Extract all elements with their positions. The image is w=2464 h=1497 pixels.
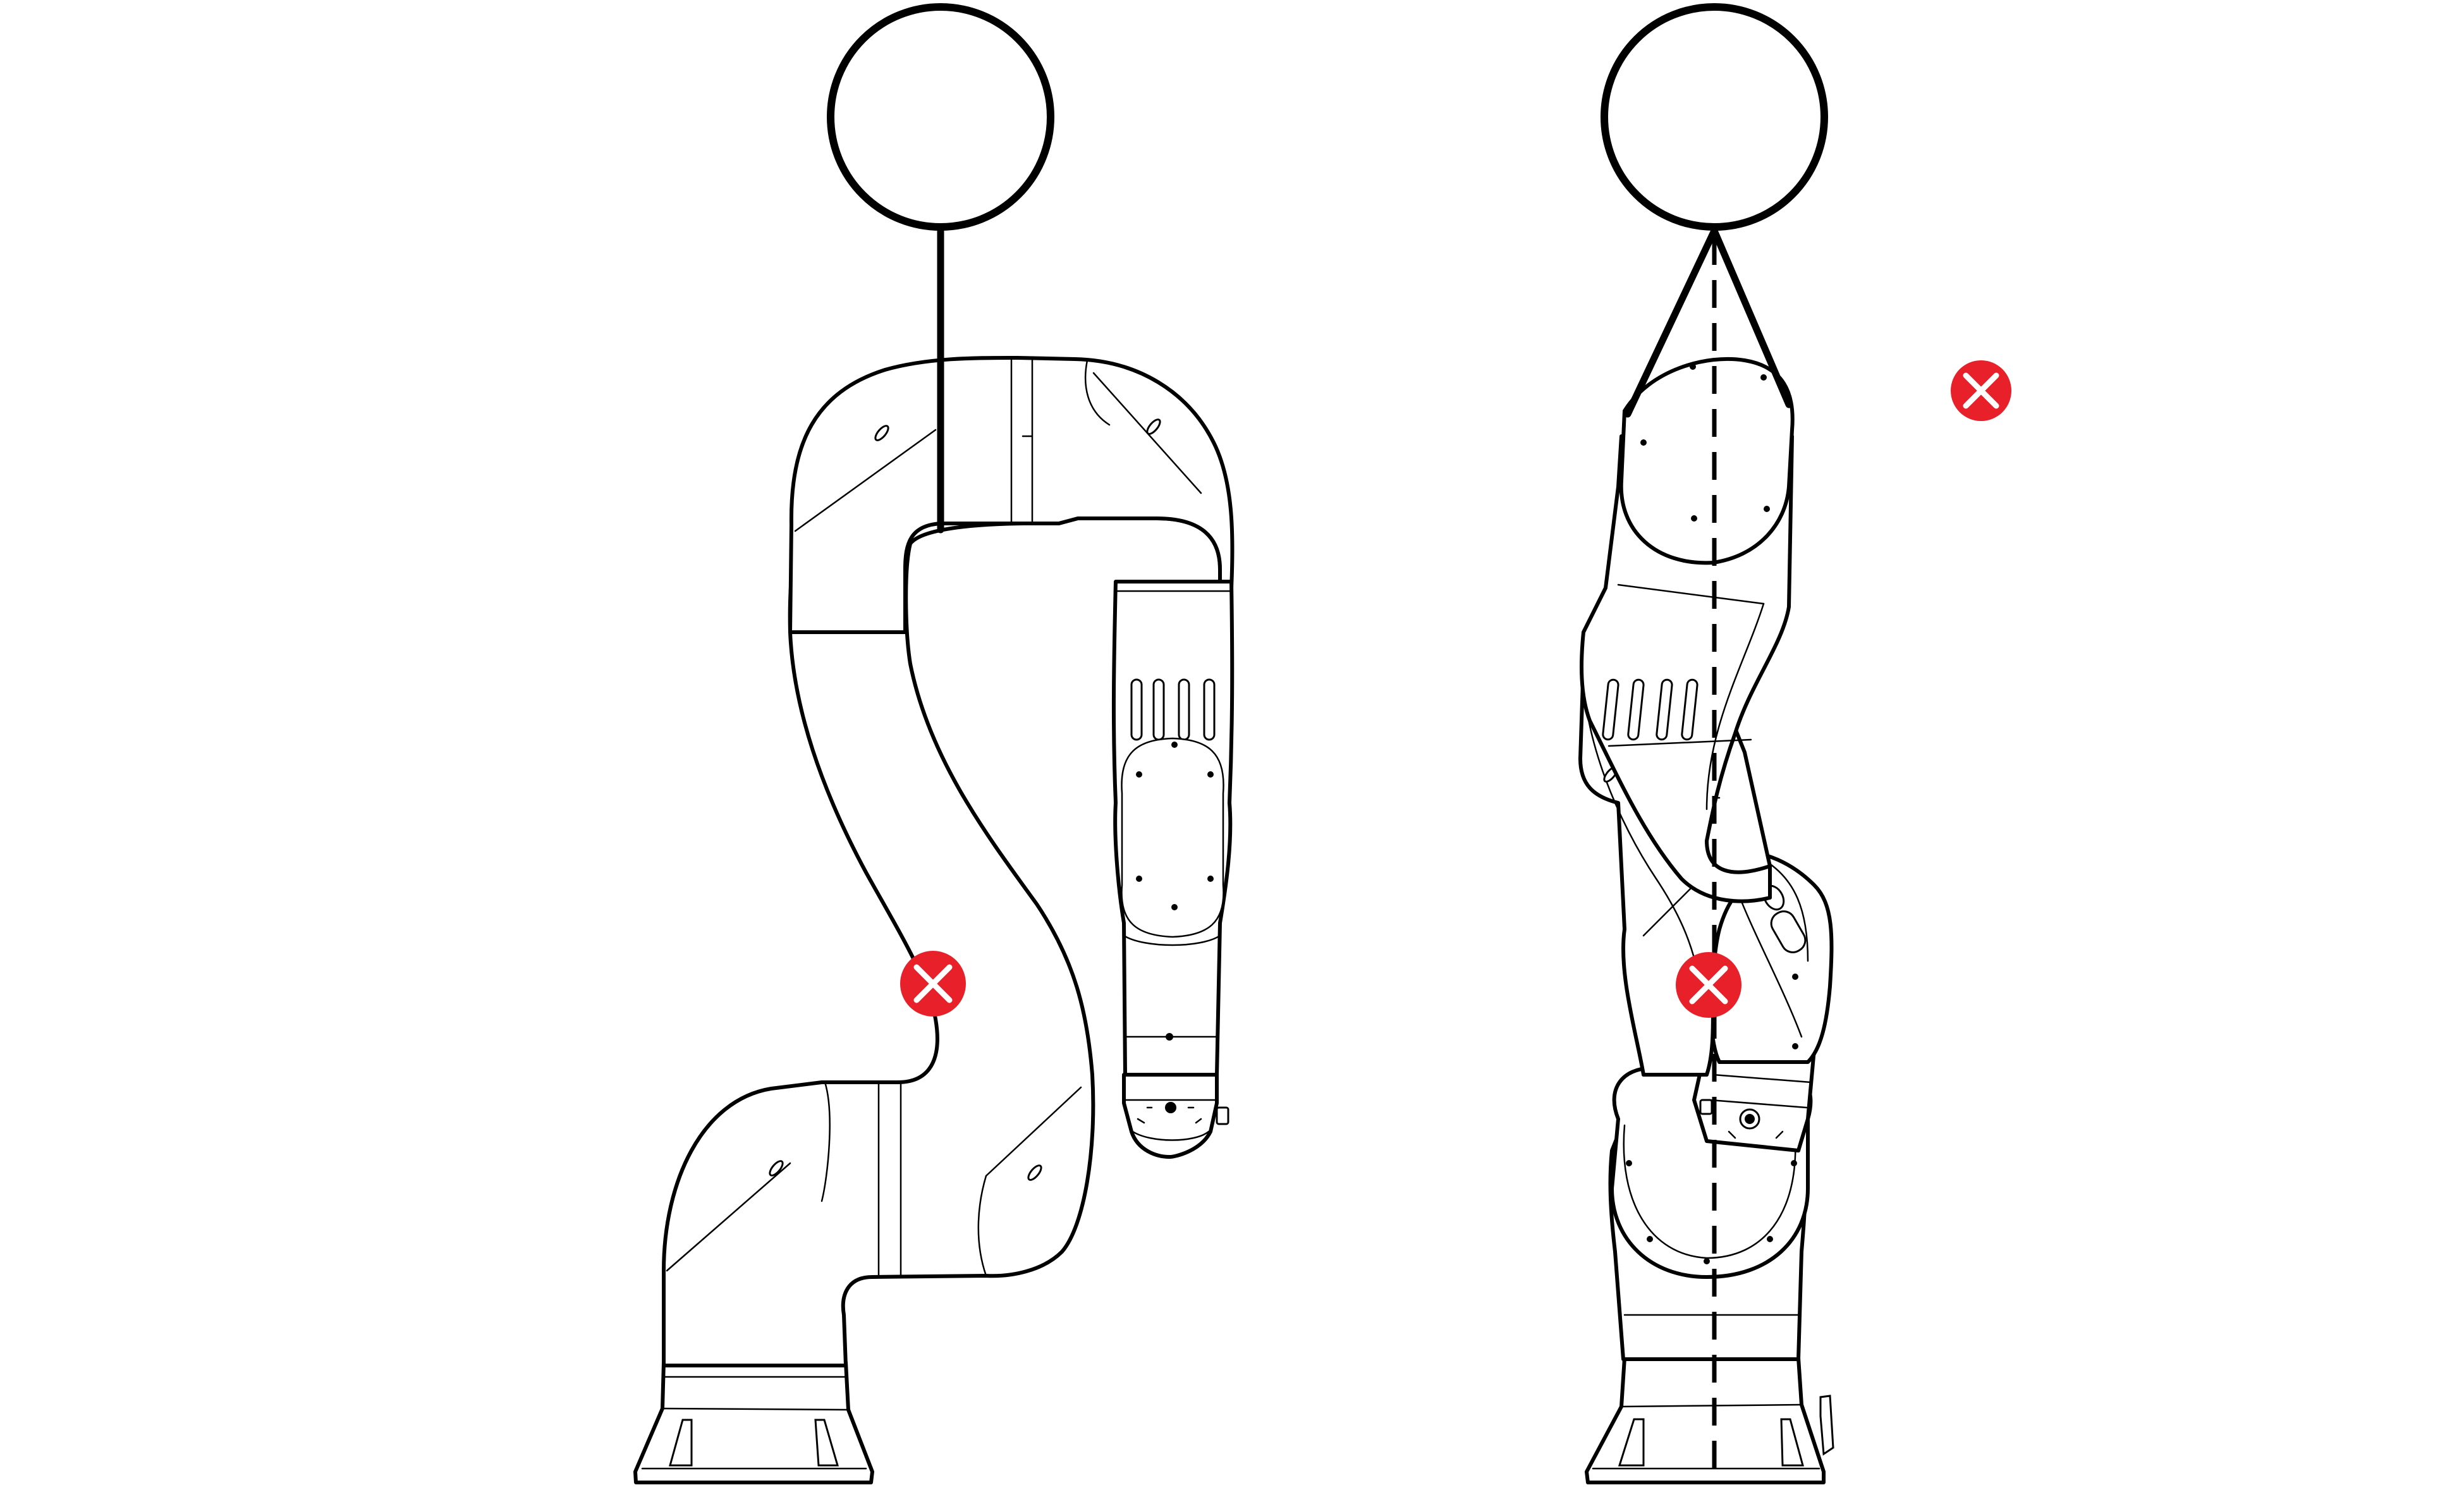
left-view (633, 3, 1235, 1484)
left-sling (827, 3, 1054, 534)
left-tool-flange (1122, 1073, 1229, 1159)
left-robot-base (633, 1360, 874, 1484)
prohibited-x-icon (1676, 952, 1741, 1018)
prohibited-x-icon (900, 951, 966, 1017)
right-top-joint (1619, 357, 1795, 565)
left-forearm (1111, 580, 1235, 1077)
right-sling (1601, 3, 1828, 418)
right-crane-hook-icon (1601, 3, 1828, 231)
right-robot-base (1585, 1356, 1834, 1484)
prohibited-x-icon (1951, 360, 2011, 421)
right-view (1578, 3, 2011, 1484)
right-wrist-block (1692, 1041, 1816, 1152)
left-upper-elbow (788, 355, 1235, 634)
left-crane-hook-icon (827, 3, 1054, 231)
